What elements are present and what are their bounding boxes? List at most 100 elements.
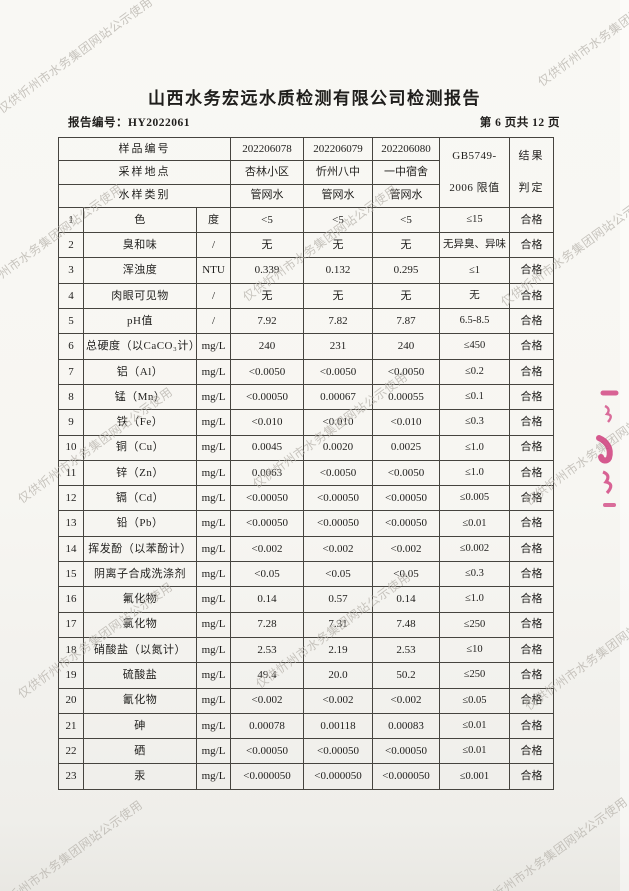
parameter-cell: 砷: [83, 712, 197, 740]
unit-cell: mg/L: [196, 763, 231, 790]
value-cell-1: <0.0050: [230, 358, 304, 385]
parameter-cell: 色: [83, 206, 197, 234]
table-row: 15 阴离子合成洗涤剂 mg/L <0.05 <0.05 <0.05 ≤0.3 合格: [58, 561, 554, 588]
result-cell: 合格: [509, 485, 554, 512]
value-cell-2: 2.19: [303, 636, 373, 664]
unit-cell: mg/L: [196, 535, 231, 563]
row-number-cell: 18: [58, 636, 84, 664]
report-number-label: 报告编号：: [68, 117, 128, 129]
unit-cell: 度: [196, 206, 231, 234]
value-cell-1: 0.0045: [230, 434, 304, 461]
table-row: 3 浑浊度 NTU 0.339 0.132 0.295 ≤1 合格: [58, 257, 554, 284]
results-tbody: 1 色度 <5 <5 <5 ≤15 合格 2 臭和味 / 无无无无异臭、异味 合格 3 浑浊度 NTU 0.3…: [58, 206, 554, 790]
parameter-cell: pH值: [83, 308, 197, 335]
sample-id-label: 样品编号: [58, 136, 231, 162]
limit-cell: ≤250: [439, 662, 510, 689]
parameter-cell: 氯化物: [83, 611, 197, 638]
limit-cell: ≤1.0: [439, 434, 510, 461]
location-3: 一中宿舍: [372, 160, 440, 185]
value-cell-1: 0.14: [230, 586, 304, 613]
limit-cell: ≤0.1: [439, 383, 510, 411]
value-cell-2: 20.0: [303, 662, 373, 689]
value-cell-1: 49.4: [230, 662, 304, 689]
result-header-line1: 结果: [518, 150, 545, 163]
unit-cell: mg/L: [196, 459, 231, 487]
table-row: 22 硒 mg/L <0.00050 <0.00050 <0.00050 ≤0.01 合格: [58, 738, 554, 765]
result-cell: 合格: [509, 763, 554, 790]
unit-cell: mg/L: [196, 561, 231, 588]
value-cell-2: <0.00050: [303, 485, 373, 512]
value-cell-3: 无: [372, 282, 440, 310]
unit-cell: /: [196, 308, 231, 335]
limit-cell: ≤0.3: [439, 561, 510, 588]
value-cell-3: 50.2: [372, 662, 440, 689]
row-number-cell: 11: [58, 459, 84, 487]
unit-cell: /: [196, 282, 231, 310]
parameter-cell: 锌（Zn）: [83, 459, 197, 487]
value-cell-1: <0.002: [230, 687, 304, 714]
value-cell-3: <0.000050: [372, 763, 440, 790]
value-cell-2: <0.0050: [303, 358, 373, 385]
value-cell-2: <0.00050: [303, 510, 373, 537]
head-row-sample-id: 样品编号 202206078 202206079 202206080 GB574…: [58, 136, 554, 208]
table-row: 2 臭和味 / 无无无无异臭、异味 合格: [58, 232, 554, 259]
watermark-text: 仅供忻州市水务集团网站公示使用: [535, 0, 629, 90]
result-cell: 合格: [509, 687, 554, 714]
value-cell-2: 无: [303, 282, 373, 310]
result-cell: 合格: [509, 383, 554, 411]
value-cell-3: 0.00055: [372, 383, 440, 411]
unit-cell: mg/L: [196, 510, 231, 537]
limit-cell: ≤0.005: [439, 485, 510, 512]
result-cell: 合格: [509, 434, 554, 461]
value-cell-2: 7.31: [303, 611, 373, 638]
value-cell-3: <0.00050: [372, 738, 440, 765]
value-cell-2: <0.002: [303, 687, 373, 714]
row-number-cell: 15: [58, 561, 84, 588]
result-cell: 合格: [509, 358, 554, 385]
table-row: 16 氟化物 mg/L 0.14 0.57 0.14 ≤1.0 合格: [58, 586, 554, 613]
limit-cell: ≤0.3: [439, 409, 510, 436]
unit-cell: mg/L: [196, 409, 231, 436]
limit-cell: ≤0.05: [439, 687, 510, 714]
report-number: 报告编号：HY2022061: [68, 114, 190, 130]
value-cell-1: 7.92: [230, 308, 304, 335]
value-cell-2: <0.05: [303, 561, 373, 588]
limit-cell: ≤1: [439, 257, 510, 284]
sample-id-2: 202206079: [303, 136, 373, 162]
report-meta: 报告编号：HY2022061 第 6 页共 12 页: [68, 114, 560, 130]
value-cell-3: <0.05: [372, 561, 440, 588]
limit-cell: ≤10: [439, 636, 510, 664]
value-cell-3: <5: [372, 206, 440, 234]
limit-cell: ≤0.01: [439, 510, 510, 537]
result-cell: 合格: [509, 333, 554, 360]
result-cell: 合格: [509, 257, 554, 284]
limit-header: GB5749- 2006 限值: [439, 137, 510, 208]
result-cell: 合格: [509, 662, 554, 689]
value-cell-2: <5: [303, 206, 373, 234]
parameter-cell: 氰化物: [83, 687, 197, 714]
value-cell-2: 无: [303, 232, 373, 259]
limit-header-line1: GB5749-: [452, 150, 497, 163]
row-number-cell: 7: [58, 358, 84, 385]
head-row-location: 采样地点 杏林小区 忻州八中 一中宿舍: [58, 160, 554, 185]
parameter-cell: 镉（Cd）: [83, 485, 197, 512]
row-number-cell: 21: [58, 712, 84, 740]
parameter-cell: 肉眼可见物: [83, 282, 197, 310]
result-cell: 合格: [509, 409, 554, 436]
unit-cell: mg/L: [196, 712, 231, 740]
row-number-cell: 8: [58, 383, 84, 411]
value-cell-3: <0.002: [372, 687, 440, 714]
row-number-cell: 13: [58, 510, 84, 537]
result-header-line2: 判定: [518, 182, 545, 195]
result-cell: 合格: [509, 232, 554, 259]
unit-cell: mg/L: [196, 687, 231, 714]
value-cell-1: 240: [230, 333, 304, 360]
value-cell-2: <0.00050: [303, 738, 373, 765]
location-label: 采样地点: [58, 160, 231, 185]
report-number-value: HY2022061: [128, 117, 190, 129]
value-cell-1: <0.00050: [230, 383, 304, 411]
row-number-cell: 2: [58, 232, 84, 259]
limit-cell: ≤0.01: [439, 738, 510, 765]
table-row: 12 镉（Cd） mg/L <0.00050 <0.00050 <0.00050 ≤0.00…: [58, 485, 554, 512]
unit-cell: mg/L: [196, 636, 231, 664]
